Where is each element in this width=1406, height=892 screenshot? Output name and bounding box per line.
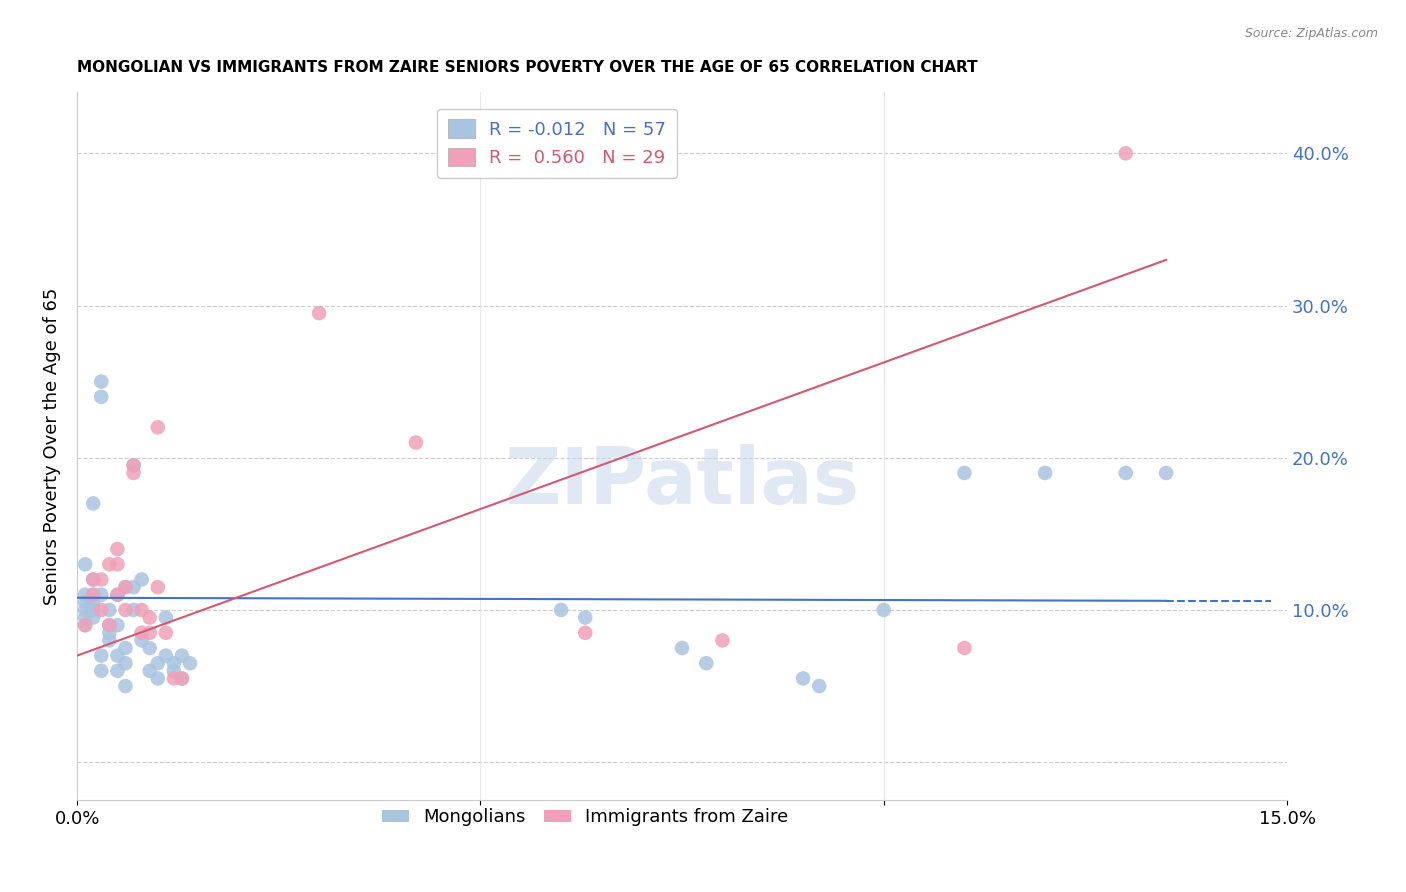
Text: ZIPatlas: ZIPatlas (505, 443, 859, 520)
Point (405, 435, 427, 450)
Point (82, 588, 104, 602)
Point (146, 657, 169, 671)
Point (792, 672, 814, 686)
Point (138, 625, 160, 640)
Point (170, 648, 193, 663)
Point (75, 558, 97, 572)
Point (122, 603, 145, 617)
Point (107, 618, 129, 632)
Point (82, 496, 104, 510)
Point (179, 657, 201, 671)
Point (82, 573, 104, 587)
Point (82, 595, 104, 609)
Point (1154, 466, 1177, 480)
Point (131, 633, 153, 648)
Point (574, 610, 596, 624)
Point (107, 588, 129, 602)
Point (114, 640, 136, 655)
Point (98, 618, 121, 632)
Point (308, 306, 330, 320)
Point (155, 610, 177, 624)
Point (107, 664, 129, 678)
Point (90, 664, 112, 678)
Point (1115, 146, 1137, 161)
Point (90, 588, 112, 602)
Point (953, 640, 976, 655)
Point (90, 603, 112, 617)
Point (90, 573, 112, 587)
Point (75, 588, 97, 602)
Point (155, 648, 177, 663)
Point (1033, 466, 1056, 480)
Point (131, 573, 153, 587)
Point (953, 466, 976, 480)
Point (114, 580, 136, 594)
Point (146, 420, 169, 434)
Point (163, 672, 186, 686)
Point (695, 657, 717, 671)
Point (107, 588, 129, 602)
Point (75, 603, 97, 617)
Legend: Mongolians, Immigrants from Zaire: Mongolians, Immigrants from Zaire (374, 801, 796, 834)
Point (75, 618, 97, 632)
Point (808, 679, 831, 693)
Point (671, 640, 693, 655)
Point (122, 458, 145, 473)
Point (122, 458, 145, 473)
Point (146, 672, 169, 686)
Point (82, 603, 104, 617)
Point (138, 640, 160, 655)
Text: Source: ZipAtlas.com: Source: ZipAtlas.com (1244, 27, 1378, 40)
Point (170, 672, 193, 686)
Point (574, 625, 596, 640)
Point (75, 595, 97, 609)
Point (122, 580, 145, 594)
Point (75, 618, 97, 632)
Point (98, 633, 121, 648)
Point (82, 588, 104, 602)
Point (163, 657, 186, 671)
Point (550, 603, 572, 617)
Point (107, 542, 129, 557)
Point (163, 664, 186, 678)
Point (146, 580, 169, 594)
Point (75, 610, 97, 624)
Point (107, 558, 129, 572)
Point (711, 633, 734, 648)
Point (138, 610, 160, 624)
Point (82, 610, 104, 624)
Point (90, 390, 112, 404)
Y-axis label: Seniors Poverty Over the Age of 65: Seniors Poverty Over the Age of 65 (44, 287, 60, 605)
Point (138, 664, 160, 678)
Point (114, 603, 136, 617)
Point (90, 648, 112, 663)
Point (107, 648, 129, 663)
Point (114, 679, 136, 693)
Point (131, 625, 153, 640)
Point (90, 375, 112, 389)
Point (114, 657, 136, 671)
Point (122, 466, 145, 480)
Point (98, 618, 121, 632)
Point (170, 672, 193, 686)
Point (1115, 466, 1137, 480)
Point (155, 625, 177, 640)
Point (131, 603, 153, 617)
Point (98, 558, 121, 572)
Point (98, 625, 121, 640)
Point (114, 580, 136, 594)
Text: MONGOLIAN VS IMMIGRANTS FROM ZAIRE SENIORS POVERTY OVER THE AGE OF 65 CORRELATIO: MONGOLIAN VS IMMIGRANTS FROM ZAIRE SENIO… (77, 60, 977, 75)
Point (98, 603, 121, 617)
Point (873, 603, 896, 617)
Point (82, 573, 104, 587)
